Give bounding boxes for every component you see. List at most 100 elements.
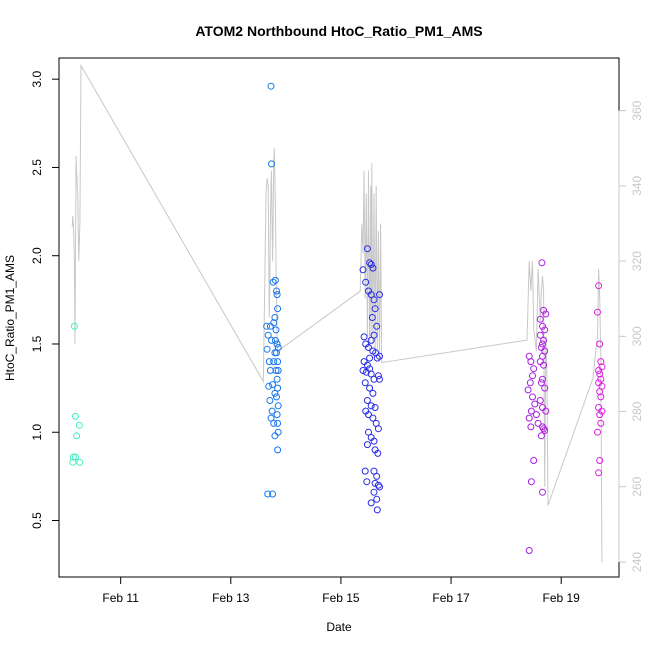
y2-tick-label: 360 xyxy=(630,100,644,120)
data-point xyxy=(268,407,276,415)
data-point xyxy=(541,326,549,334)
data-point xyxy=(363,478,371,486)
data-point xyxy=(597,419,605,427)
data-point xyxy=(271,349,279,357)
data-point xyxy=(596,370,604,378)
data-point xyxy=(367,261,375,268)
data-point xyxy=(274,402,282,410)
data-point xyxy=(369,264,377,272)
data-point xyxy=(366,384,374,392)
data-point xyxy=(539,488,546,496)
data-point xyxy=(363,245,371,253)
data-point xyxy=(534,419,542,427)
data-point xyxy=(539,340,546,348)
data-point xyxy=(70,322,78,330)
data-point xyxy=(538,259,546,267)
data-point xyxy=(273,375,281,383)
data-point xyxy=(594,428,601,436)
data-point xyxy=(268,160,275,168)
data-point xyxy=(537,379,545,387)
data-point xyxy=(269,381,277,389)
data-point xyxy=(362,368,370,376)
data-point xyxy=(541,427,549,434)
data-point xyxy=(271,314,279,321)
data-point xyxy=(376,291,383,299)
data-point xyxy=(274,428,282,436)
data-point xyxy=(272,367,280,374)
data-point xyxy=(594,308,601,316)
data-point xyxy=(374,481,382,489)
data-point xyxy=(271,432,279,440)
data-point xyxy=(264,490,272,498)
data-point xyxy=(540,361,548,369)
data-point xyxy=(374,372,382,380)
y2-tick-label: 240 xyxy=(630,552,644,572)
data-point xyxy=(376,483,383,491)
data-point xyxy=(540,336,548,344)
data-point xyxy=(540,306,548,314)
data-point xyxy=(360,358,368,366)
x-tick-label: Feb 17 xyxy=(432,591,470,605)
y-axis-label: HtoC_Ratio_PM1_AMS xyxy=(3,255,17,381)
data-point xyxy=(367,370,375,378)
data-point xyxy=(273,393,280,401)
y2-axis: 240 260 280 300 320 340 360 xyxy=(618,100,644,572)
data-point xyxy=(69,458,77,466)
data-point xyxy=(596,411,604,419)
y-tick-label: 2.0 xyxy=(30,247,44,264)
y2-tick-label: 280 xyxy=(630,401,644,421)
data-point xyxy=(263,322,271,330)
data-point xyxy=(539,322,546,330)
data-point xyxy=(361,379,369,387)
data-point xyxy=(363,441,371,449)
data-point xyxy=(597,375,605,383)
y-tick-label: 3.0 xyxy=(30,71,44,88)
data-point xyxy=(271,336,279,344)
data-point xyxy=(527,358,535,366)
data-point xyxy=(73,432,81,440)
data-point xyxy=(359,266,367,274)
data-point xyxy=(595,282,603,290)
data-point xyxy=(360,333,368,341)
data-point xyxy=(359,367,367,374)
data-point xyxy=(539,375,546,383)
data-point xyxy=(75,421,83,429)
data-point xyxy=(542,310,550,318)
data-point xyxy=(269,278,277,286)
data-point xyxy=(72,412,79,420)
data-point xyxy=(369,389,377,397)
data-point xyxy=(596,388,604,396)
y-axis: 0.5 1.0 1.5 2.0 2.5 3.0 xyxy=(30,71,60,529)
data-point xyxy=(271,276,279,284)
data-point xyxy=(374,449,382,457)
data-point xyxy=(537,432,545,440)
data-point xyxy=(69,453,77,461)
data-point xyxy=(525,547,533,554)
line-series xyxy=(71,63,603,563)
data-point xyxy=(525,414,533,422)
data-point xyxy=(529,393,536,401)
data-point xyxy=(539,423,546,431)
data-point xyxy=(266,397,274,404)
chart-title: ATOM2 Northbound HtoC_Ratio_PM1_AMS xyxy=(195,23,482,39)
x-axis: Feb 11 Feb 13 Feb 15 Feb 17 Feb 19 xyxy=(102,576,580,605)
y-tick-label: 1.5 xyxy=(30,335,44,352)
data-point xyxy=(269,490,277,498)
data-point xyxy=(271,389,279,397)
data-point xyxy=(371,479,379,487)
data-point xyxy=(267,82,275,90)
data-point xyxy=(270,419,278,427)
data-point xyxy=(366,259,374,267)
data-point xyxy=(595,367,603,374)
y2-tick-label: 300 xyxy=(630,326,644,346)
data-point xyxy=(598,407,606,415)
data-point xyxy=(265,382,273,390)
data-point xyxy=(265,358,273,366)
data-point xyxy=(274,367,282,374)
data-point xyxy=(530,457,538,464)
data-point xyxy=(540,425,548,433)
data-point xyxy=(541,384,549,392)
data-point xyxy=(536,331,544,339)
data-point xyxy=(365,428,372,436)
